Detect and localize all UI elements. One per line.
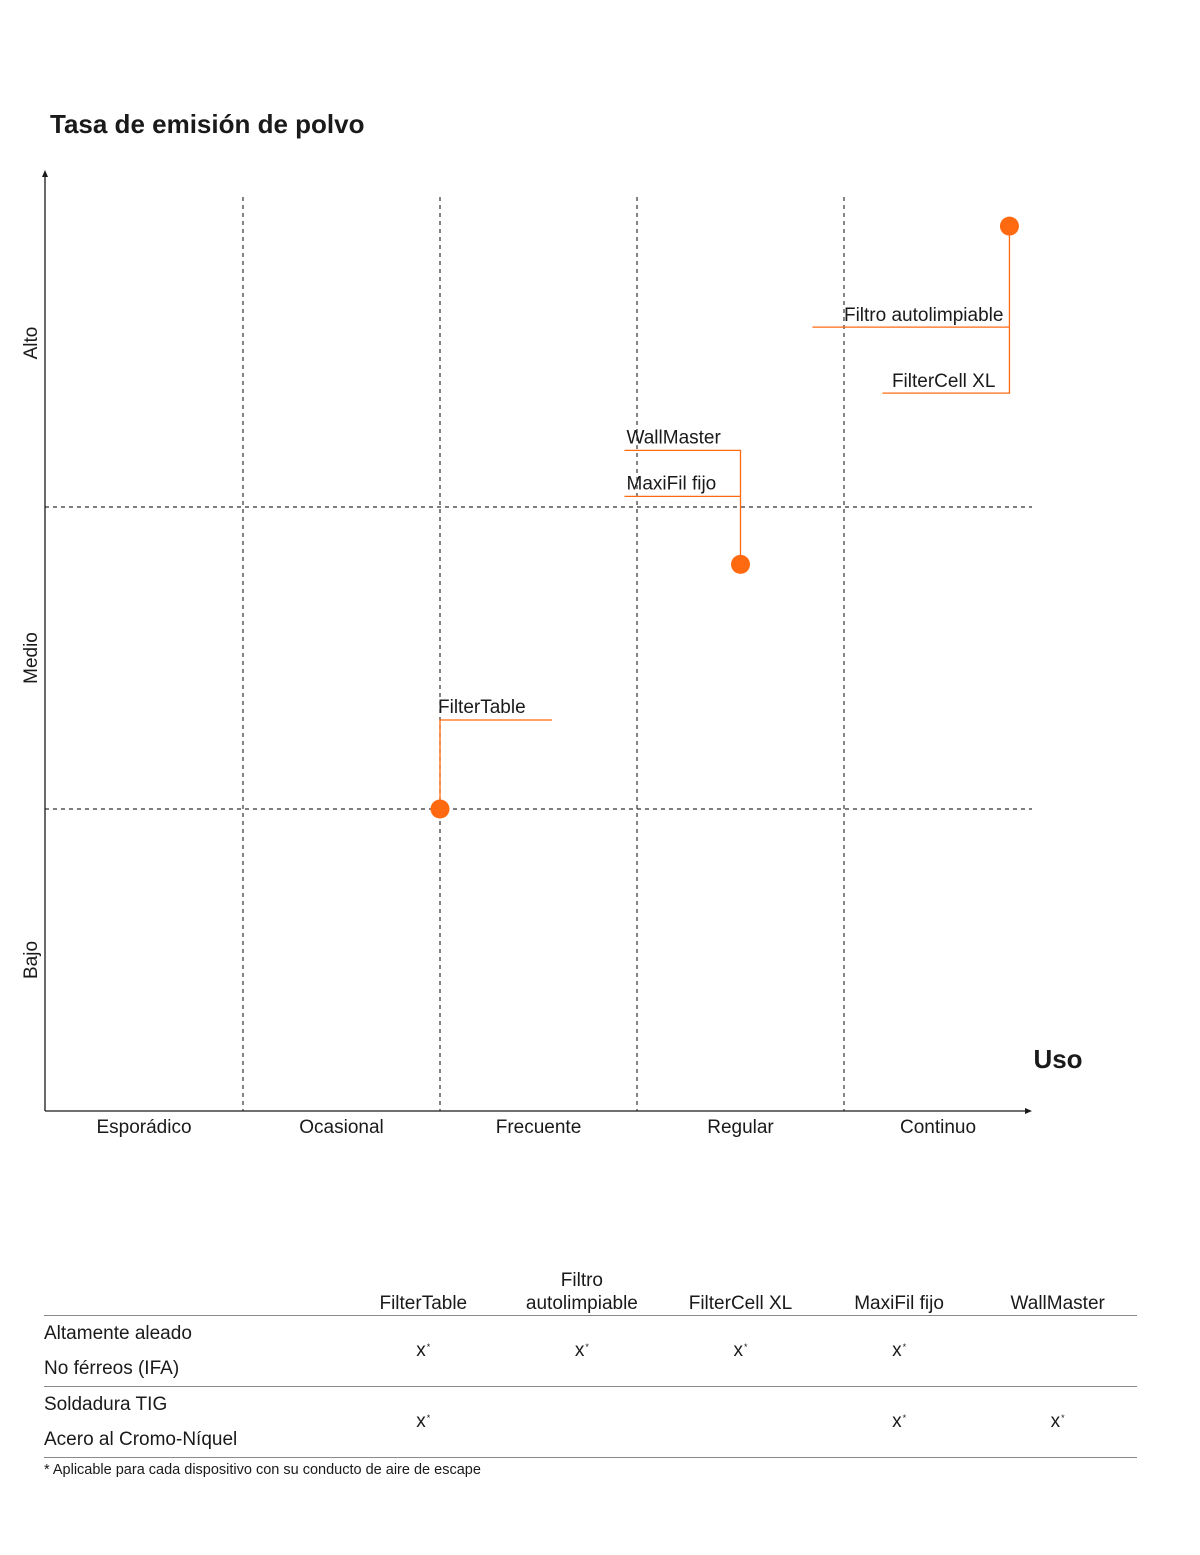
- applicable-mark: x*: [661, 1316, 820, 1387]
- point-label: FilterTable: [438, 697, 526, 718]
- y-axis-arrow: [42, 170, 48, 177]
- applicable-mark: x*: [820, 1316, 979, 1387]
- table-corner: [44, 1265, 344, 1316]
- data-point: [999, 216, 1019, 236]
- column-header: WallMaster: [978, 1265, 1137, 1316]
- point-label: WallMaster: [627, 427, 722, 448]
- mark-x: x: [416, 1340, 426, 1361]
- mark-asterisk: *: [426, 1342, 431, 1352]
- mark-x: x: [892, 1411, 902, 1432]
- applicable-mark: x*: [978, 1387, 1137, 1458]
- mark-x: x: [892, 1340, 902, 1361]
- data-point: [430, 799, 450, 819]
- mark-x: x: [1050, 1411, 1061, 1432]
- column-header: FilterCell XL: [661, 1265, 820, 1316]
- leader-line: [624, 449, 742, 565]
- applicable-mark: x*: [820, 1387, 979, 1458]
- row-label-line: Soldadura TIG: [44, 1394, 168, 1415]
- x-tick-label: Ocasional: [299, 1117, 384, 1138]
- table-row: Altamente aleado No férreos (IFA) x* x* x* x*: [44, 1315, 1137, 1387]
- point-label: Filtro autolimpiable: [844, 305, 1003, 326]
- x-axis-arrow: [1025, 1108, 1032, 1114]
- column-header-line: FilterCell XL: [688, 1293, 793, 1314]
- column-header: MaxiFil fijo: [820, 1265, 979, 1316]
- x-tick-label: Regular: [707, 1117, 774, 1138]
- callout-group: Filtro autolimpiable FilterCell XL: [812, 216, 1019, 394]
- empty-cell: [661, 1387, 820, 1458]
- footnote: * Aplicable para cada dispositivo con su…: [44, 1462, 481, 1478]
- callout-group: WallMaster MaxiFil fijo: [624, 427, 750, 574]
- column-header-line: autolimpiable: [525, 1293, 638, 1314]
- table-header-row: FilterTable Filtro autolimpiable FilterCell…: [44, 1265, 1137, 1316]
- x-axis-title: Uso: [1033, 1044, 1082, 1074]
- row-label-line: No férreos (IFA): [44, 1358, 180, 1379]
- row-label-line: Altamente aleado: [44, 1323, 192, 1344]
- compatibility-table: FilterTable Filtro autolimpiable FilterCell…: [44, 1265, 1137, 1458]
- empty-cell: [978, 1316, 1137, 1387]
- table-body: Altamente aleado No férreos (IFA) x* x* x* x*…: [44, 1315, 1137, 1458]
- applicable-mark: x*: [503, 1316, 662, 1387]
- mark-x: x: [416, 1411, 426, 1432]
- mark-asterisk: *: [426, 1413, 431, 1423]
- y-level-label: Bajo: [21, 941, 42, 979]
- dust-emission-chart: FilterTable WallMaster MaxiFil fijo Filtro …: [21, 109, 1083, 1138]
- column-header: Filtro autolimpiable: [503, 1265, 662, 1316]
- mark-asterisk: *: [902, 1342, 907, 1352]
- applicable-mark: x*: [344, 1387, 503, 1458]
- table-row: Soldadura TIG Acero al Cromo-Níquel x* x* x*: [44, 1386, 1137, 1458]
- mark-asterisk: *: [1061, 1413, 1065, 1423]
- empty-cell: [503, 1387, 662, 1458]
- data-point: [731, 554, 750, 574]
- grid-lines: [45, 197, 1032, 1111]
- x-tick-label: Esporádico: [96, 1117, 191, 1138]
- leader-line: [882, 226, 1011, 394]
- mark-x: x: [574, 1340, 585, 1361]
- column-header-line: Filtro: [560, 1270, 603, 1291]
- y-level-label: Alto: [21, 327, 42, 360]
- mark-x: x: [733, 1340, 743, 1361]
- leader-line: [439, 719, 552, 809]
- column-header-line: MaxiFil fijo: [854, 1293, 944, 1314]
- applicable-mark: x*: [344, 1316, 503, 1387]
- callouts: FilterTable WallMaster MaxiFil fijo Filtro …: [430, 216, 1019, 819]
- column-header-line: WallMaster: [1010, 1293, 1105, 1314]
- row-label-line: Acero al Cromo-Níquel: [44, 1429, 238, 1450]
- row-label: Soldadura TIG Acero al Cromo-Níquel: [44, 1387, 344, 1458]
- point-label: FilterCell XL: [892, 371, 995, 392]
- mark-asterisk: *: [902, 1413, 907, 1423]
- x-tick-label: Continuo: [900, 1117, 976, 1138]
- chart-title: Tasa de emisión de polvo: [50, 109, 365, 139]
- column-header: FilterTable: [344, 1265, 503, 1316]
- y-level-label: Medio: [21, 632, 42, 684]
- labels: Tasa de emisión de polvo Esporádico Ocasio…: [21, 109, 1083, 1138]
- point-label: MaxiFil fijo: [627, 473, 717, 494]
- mark-asterisk: *: [743, 1342, 748, 1352]
- column-header-line: FilterTable: [379, 1293, 468, 1314]
- mark-asterisk: *: [585, 1342, 589, 1352]
- callout-group: FilterTable: [430, 697, 552, 819]
- row-label: Altamente aleado No férreos (IFA): [44, 1316, 344, 1387]
- axes: [42, 170, 1032, 1114]
- compatibility-matrix: FilterTable Filtro autolimpiable FilterCell…: [44, 1265, 1137, 1478]
- x-tick-label: Frecuente: [496, 1117, 582, 1138]
